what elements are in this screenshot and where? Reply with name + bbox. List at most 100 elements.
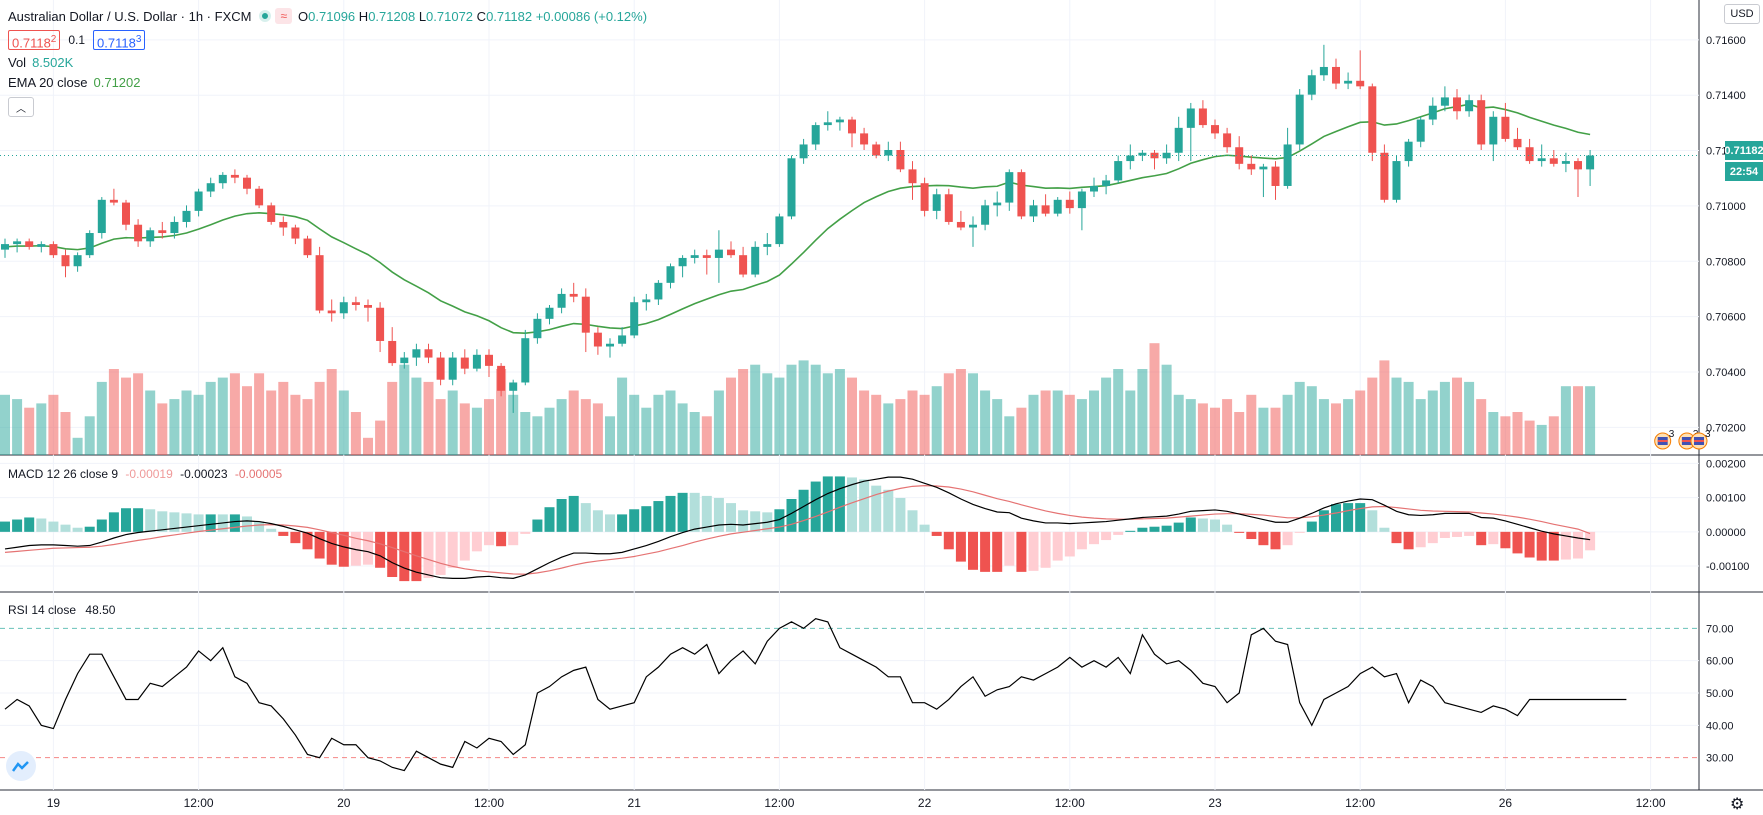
candle [340,297,348,319]
volume-bar [702,416,712,455]
market-open-dot-icon[interactable] [259,10,271,22]
volume-bar [1331,403,1341,455]
volume-bar [799,360,809,455]
macd-pane[interactable] [0,476,1595,581]
data-feed-wave-icon[interactable]: ≈ [275,8,292,24]
candle-body [1296,95,1304,145]
tradingview-logo-icon[interactable] [6,751,36,781]
ema-label[interactable]: EMA 20 close [8,75,88,90]
rsi-pane[interactable] [5,619,1626,771]
macd-histogram-bar [145,509,155,532]
candle-body [267,205,275,222]
candle-body [618,335,626,343]
time-axis[interactable]: 19 12:00 20 12:00 21 12:00 22 12:00 23 12:00 26 12:… [47,796,1763,810]
candle-body [679,258,687,266]
candle-body [1308,75,1316,94]
close-value: 0.71182 [486,9,532,24]
candle [1465,95,1473,117]
last-price-tag: 0.71182 [1725,141,1763,160]
candlestick-series[interactable] [1,45,1594,413]
candle-body [364,305,372,308]
sell-button[interactable]: 0.71182 [8,30,60,50]
macd-histogram-bar [1464,532,1474,536]
candle-body [1138,153,1146,156]
volume-bar [109,369,119,455]
candle-body [1102,180,1110,186]
volume-bar [1392,378,1402,455]
volume-bar [36,403,46,455]
volume-bar [1452,378,1462,455]
low-value: 0.71072 [426,9,473,24]
macd-histogram-bar [1125,531,1135,532]
buy-button[interactable]: 0.71183 [93,30,145,50]
close-label: C [477,9,486,24]
volume-bar [629,395,639,455]
candle-body [207,183,215,191]
macd-histogram-bar [73,528,83,532]
main-legend: Australian Dollar / U.S. Dollar · 1h · F… [8,6,647,92]
volume-bar [206,382,216,455]
volume-bar [1041,391,1051,456]
time-tick-label: 12:00 [474,796,504,810]
collapse-legend-button[interactable]: ︿ [8,97,34,117]
macd-label[interactable]: MACD 12 26 close 9 [8,467,118,481]
volume-bar [1234,412,1244,455]
candle-body [1017,172,1025,216]
chart-canvas[interactable]: 0.716000.714000.712000.710000.708000.706… [0,0,1763,815]
volume-bar [532,416,542,455]
time-tick-label: 26 [1499,796,1513,810]
macd-histogram-bar [1513,532,1523,554]
currency-button[interactable]: USD [1724,4,1760,24]
low-label: L [419,9,426,24]
candle-body [146,230,154,241]
candle-body [291,227,299,238]
candle-body [872,144,880,155]
candle [1090,178,1098,197]
macd-histogram-bar [363,532,373,565]
candle-body [1163,153,1171,159]
macd-histogram-bar [1379,528,1389,532]
volume-bar [1488,412,1498,455]
candle-body [86,233,94,255]
volume-bar [290,395,300,455]
macd-histogram-bar [1537,532,1547,561]
rsi-legend: RSI 14 close 48.50 [8,603,115,617]
macd-histogram-bar [61,525,71,532]
time-tick-label: 12:00 [1636,796,1666,810]
volume-bar [448,391,458,456]
candle-body [800,144,808,158]
macd-histogram-bar [242,516,252,531]
candle [800,139,808,164]
vol-label[interactable]: Vol [8,55,26,70]
macd-histogram-bar [690,493,700,532]
candle-body [981,205,989,224]
volume-bar [484,399,494,455]
candle-body [170,222,178,233]
open-label: O [298,9,308,24]
macd-histogram-bar [24,517,34,531]
rsi-label[interactable]: RSI 14 close [8,603,76,617]
candle [473,349,481,371]
macd-histogram-bar [1573,532,1583,559]
candle-body [1211,125,1219,133]
settings-gear-icon[interactable]: ⚙ [1730,794,1744,814]
macd-histogram-bar [908,510,918,532]
volume-bar [230,373,240,455]
candle [812,122,820,150]
volume-bar [641,408,651,455]
candle-body [1465,100,1473,111]
volume-bar [569,391,579,456]
symbol-title[interactable]: Australian Dollar / U.S. Dollar · 1h · F… [8,9,251,24]
macd-histogram-bar [290,532,300,543]
candle [328,299,336,321]
macd-histogram-bar [448,532,458,568]
volume-bar [363,438,373,455]
candle [582,288,590,352]
time-tick-label: 12:00 [1345,796,1375,810]
volume-bar [1561,386,1571,455]
candle [1393,156,1401,203]
volume-bar [1440,382,1450,455]
macd-histogram-bar [1101,532,1111,540]
economic-events[interactable]: 333666 [1655,429,1763,449]
volume-bar [1271,408,1281,455]
